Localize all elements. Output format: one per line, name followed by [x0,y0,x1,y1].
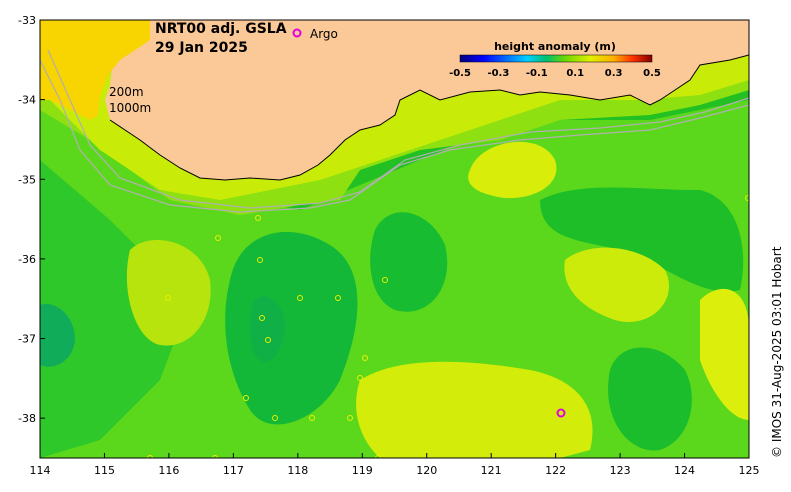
colorbar-tick-label: -0.1 [526,68,548,79]
colorbar: height anomaly (m) -0.5 -0.3 -0.1 0.1 0.3 0.5 [449,40,661,79]
obs-dot [745,195,749,201]
green-cyan-core-118 [249,296,285,362]
obs-dot [382,277,388,283]
contour-label-1000m: 1000m [109,101,151,115]
obs-dot [255,215,261,221]
obs-dot [165,295,171,301]
y-tick-label: -35 [18,173,36,186]
colorbar-tick-label: 0.1 [566,68,584,79]
yellow-band-west [126,240,211,346]
plot-frame [39,19,750,459]
y-tick-label: -38 [18,412,36,425]
credit-text: © IMOS 31-Aug-2025 03:01 Hobart [770,246,784,458]
x-tick-label: 125 [739,464,760,477]
x-tick-label: 119 [352,464,373,477]
coastline [109,54,749,181]
colorbar-ticks: -0.5 -0.3 -0.1 0.1 0.3 0.5 [449,68,661,79]
y-tick-label: -37 [18,333,36,346]
y-axis: -33 -34 -35 -36 -37 -38 [18,14,45,425]
obs-dot [309,415,315,421]
contour-band-green-west [40,160,190,458]
isobath-200m [40,59,749,213]
x-tick-label: 118 [287,464,308,477]
argo-legend-icon [292,28,302,38]
obs-dot [257,257,263,263]
x-axis: 114 115 116 117 118 119 120 121 122 123 124 125 [30,453,760,477]
obs-dot [362,355,368,361]
observation-dots [147,195,749,458]
y-tick-label: -33 [18,14,36,27]
yellow-eddy-east-edge [700,288,749,420]
obs-dot [212,455,218,458]
colorbar-title: height anomaly (m) [494,40,616,53]
colorbar-tick-label: 0.5 [643,68,661,79]
map-title-line1: NRT00 adj. GSLA [155,21,287,37]
obs-dot [147,455,153,458]
green-eddy-120 [370,212,448,312]
yellow-eddy-south [356,361,593,458]
x-tick-label: 122 [545,464,566,477]
obs-dot [243,395,249,401]
obs-dot [215,235,221,241]
x-tick-label: 117 [223,464,244,477]
x-tick-label: 120 [416,464,437,477]
yellow-eddy-122 [564,247,669,322]
green-cyan-core-west [40,304,75,367]
green-eddy-123 [540,187,744,292]
colorbar-tick-label: -0.5 [449,68,471,79]
map-title-line2: 29 Jan 2025 [155,40,248,56]
x-tick-label: 116 [158,464,179,477]
colorbar-tick-label: -0.3 [487,68,509,79]
argo-float-marker[interactable] [556,408,566,418]
x-tick-label: 121 [481,464,502,477]
obs-dot [265,337,271,343]
anomaly-field [40,20,749,458]
obs-dot [357,375,363,381]
obs-dot [272,415,278,421]
argo-legend-label: Argo [310,27,338,41]
obs-dot [335,295,341,301]
obs-dot [375,455,381,458]
x-tick-label: 123 [610,464,631,477]
y-tick-label: -34 [18,94,36,107]
colorbar-gradient [459,54,653,63]
y-tick-label: -36 [18,253,36,266]
yellow-eddy-121 [468,141,557,199]
green-eddy-118 [225,231,358,425]
green-eddy-123-south [608,347,692,451]
x-tick-label: 124 [674,464,695,477]
obs-dot [259,315,265,321]
x-tick-label: 115 [94,464,115,477]
obs-dot [347,415,353,421]
contour-label-200m: 200m [109,85,144,99]
colorbar-tick-label: 0.3 [605,68,623,79]
x-tick-label: 114 [30,464,51,477]
isobath-1000m [47,49,749,209]
obs-dot [297,295,303,301]
